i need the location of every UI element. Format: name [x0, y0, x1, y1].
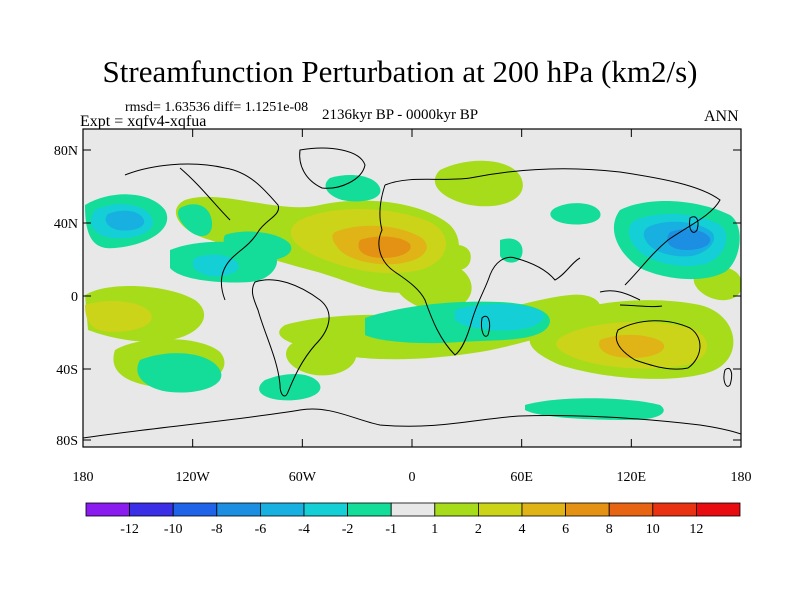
contour-fields	[83, 147, 741, 439]
contour-positive-sahara-8	[358, 236, 411, 258]
y-tick-label: 40S	[56, 363, 78, 378]
x-tick-label: 0	[409, 470, 416, 485]
contour-negative-south-atlantic	[137, 353, 222, 393]
colorbar-label: -6	[255, 522, 267, 537]
contour-positive-australia-6	[599, 334, 665, 358]
contour-negative-atlantic-2	[192, 254, 239, 277]
colorbar-swatch	[172, 502, 218, 517]
coast-madagascar	[481, 315, 491, 337]
colorbar-label: -2	[342, 522, 354, 537]
period-label: 2136kyr BP - 0000kyr BP	[322, 107, 479, 123]
colorbar-label: -1	[385, 522, 397, 537]
colorbar-label: 4	[519, 522, 526, 537]
coast-eurasia-africa	[378, 168, 721, 356]
x-axis-ticks	[82, 129, 742, 447]
map-title: Streamfunction Perturbation at 200 hPa (…	[102, 54, 698, 89]
contour-negative-east-pacific	[500, 238, 523, 263]
coast-australia	[615, 320, 701, 370]
colorbar-labels: -12 -10 -8 -6 -4 -2 -1 1 2 4 6 8 10 12	[120, 522, 703, 537]
colorbar-swatch	[303, 502, 348, 517]
x-axis-labels: 180 120W 60W 0 60E 120E 180	[73, 470, 752, 485]
y-tick-label: 0	[71, 290, 78, 305]
colorbar-label: 8	[606, 522, 613, 537]
colorbar-swatch	[608, 502, 654, 517]
colorbar-swatch	[696, 502, 741, 517]
contour-negative-east-asia-6	[667, 229, 711, 250]
contour-negative-greenland	[325, 175, 381, 202]
rmsd-diff-stats: rmsd= 1.63536 diff= 1.1251e-08	[125, 100, 309, 115]
y-tick-label: 40N	[54, 217, 78, 232]
colorbar-label: 2	[475, 522, 482, 537]
x-tick-label: 60E	[510, 470, 533, 485]
colorbar-swatch	[565, 502, 610, 517]
coastlines	[83, 147, 741, 439]
contour-negative-mid-atlantic	[223, 231, 292, 261]
colorbar-label: 6	[562, 522, 569, 537]
contour-negative-southern-ocean	[525, 398, 664, 420]
contour-negative-north-pacific-4	[105, 210, 145, 231]
coast-japan	[689, 216, 699, 233]
coast-north-america	[124, 163, 280, 301]
colorbar-swatch	[477, 502, 523, 517]
colorbar-swatch	[216, 502, 261, 517]
contour-positive-east-pacific-4	[85, 300, 152, 332]
colorbar-label: 1	[431, 522, 438, 537]
coast-south-america	[251, 279, 330, 397]
coast-indonesia	[599, 290, 663, 308]
x-tick-label: 120E	[617, 470, 647, 485]
colorbar-swatch	[390, 502, 436, 517]
colorbar-label: -8	[211, 522, 223, 537]
y-tick-label: 80S	[56, 434, 78, 449]
colorbar-label: -12	[120, 522, 139, 537]
y-tick-label: 80N	[54, 144, 78, 159]
colorbar-label: 10	[646, 522, 660, 537]
x-tick-label: 180	[73, 470, 94, 485]
colorbar-swatch	[434, 502, 479, 517]
colorbar-label: 12	[689, 522, 703, 537]
contour-negative-indian-2	[455, 304, 544, 331]
contour-negative-siberia	[550, 203, 601, 225]
colorbar-label: -4	[298, 522, 310, 537]
contour-positive-tropical-africa	[392, 259, 472, 311]
colorbar-swatch	[652, 502, 697, 517]
experiment-label: Expt = xqfv4-xqfua	[80, 113, 207, 130]
x-tick-label: 60W	[289, 470, 317, 485]
colorbar-label: -10	[164, 522, 183, 537]
x-tick-label: 120W	[176, 470, 211, 485]
y-axis-ticks	[83, 149, 741, 441]
contour-positive-arctic	[434, 160, 523, 207]
colorbar-swatch	[85, 502, 130, 517]
colorbar-swatch	[129, 502, 174, 517]
x-tick-label: 180	[731, 470, 752, 485]
colorbar-swatch	[259, 502, 305, 517]
y-axis-labels: 80N 40N 0 40S 80S	[54, 144, 78, 449]
colorbar-swatch	[347, 502, 392, 517]
coast-new-zealand	[723, 367, 733, 387]
contour-negative-north-america	[177, 204, 213, 237]
season-label: ANN	[704, 108, 739, 125]
colorbar-swatch	[521, 502, 566, 517]
coast-antarctica	[83, 408, 741, 439]
contour-positive-south-atlantic	[286, 334, 357, 376]
coast-greenland	[299, 147, 366, 189]
colorbar	[85, 502, 741, 517]
